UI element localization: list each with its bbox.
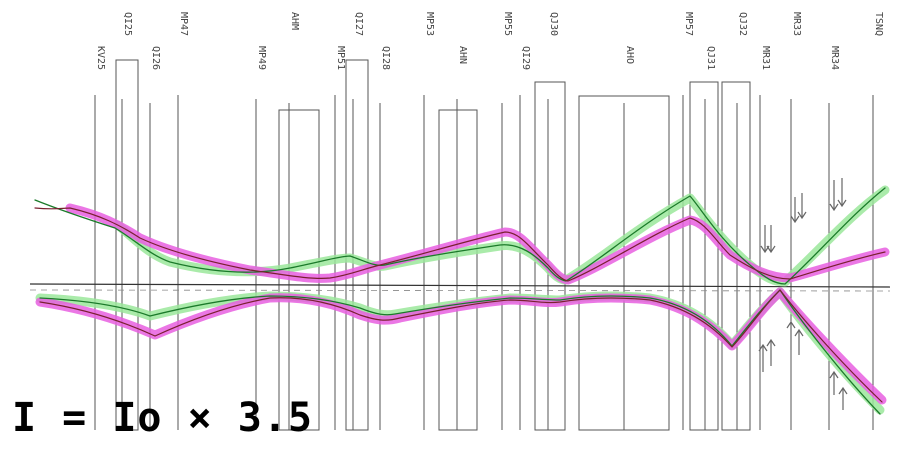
element-label-mp53: MP53 bbox=[424, 12, 435, 36]
up-arrows-2 bbox=[786, 320, 804, 355]
upper-green-line bbox=[34, 187, 886, 285]
element-label-tsnq: TSNQ bbox=[873, 12, 884, 36]
upper-envelopes bbox=[34, 185, 890, 287]
annotation-arrows bbox=[758, 178, 848, 410]
down-arrows-3 bbox=[829, 178, 847, 212]
element-label-mr31: MR31 bbox=[760, 46, 771, 70]
element-label-qj32: QJ32 bbox=[737, 12, 748, 36]
up-arrows-3 bbox=[829, 370, 848, 410]
element-label-qi27: QI27 bbox=[353, 12, 364, 36]
qj31-box bbox=[689, 81, 719, 431]
element-boxes bbox=[115, 59, 751, 431]
element-label-mp49: MP49 bbox=[256, 46, 267, 70]
down-arrows-1 bbox=[760, 225, 776, 254]
lower-green-line bbox=[39, 289, 881, 415]
element-label-mr34: MR34 bbox=[829, 46, 840, 70]
element-label-aho: AHO bbox=[624, 46, 635, 64]
beam-axis bbox=[29, 283, 891, 288]
lower-envelopes bbox=[35, 287, 887, 415]
element-label-mp57: MP57 bbox=[683, 12, 694, 36]
element-label-mp47: MP47 bbox=[178, 12, 189, 36]
element-label-qi26: QI26 bbox=[150, 46, 161, 70]
element-label-mp51: MP51 bbox=[335, 46, 346, 70]
element-label-qi29: QI29 bbox=[520, 46, 531, 70]
element-label-qi25: QI25 bbox=[122, 12, 133, 36]
element-label-ahn: AHN bbox=[457, 46, 468, 64]
element-label-mr33: MR33 bbox=[791, 12, 802, 36]
element-label-qj30: QJ30 bbox=[548, 12, 559, 36]
up-arrows-1 bbox=[758, 338, 776, 372]
upper-dark-red-line bbox=[34, 207, 886, 282]
qi27-box bbox=[345, 59, 369, 431]
element-label-ahm: AHM bbox=[289, 12, 300, 30]
lower-dark-red-line bbox=[39, 289, 883, 403]
element-labels: KV25 QI25 QI26 MP47 MP49 AHM MP51 QI27 QI28 MP53 A… bbox=[95, 12, 884, 70]
beam-axis-dashed bbox=[29, 289, 891, 292]
element-label-qi28: QI28 bbox=[380, 46, 391, 70]
intensity-formula: I = Io × 3.5 bbox=[12, 395, 313, 441]
element-label-mp55: MP55 bbox=[502, 12, 513, 36]
qj32-box bbox=[721, 81, 751, 431]
element-label-qj31: QJ31 bbox=[705, 46, 716, 70]
ahn-box bbox=[438, 109, 478, 431]
element-label-kv25: KV25 bbox=[95, 46, 106, 70]
down-arrows-2 bbox=[790, 193, 807, 224]
